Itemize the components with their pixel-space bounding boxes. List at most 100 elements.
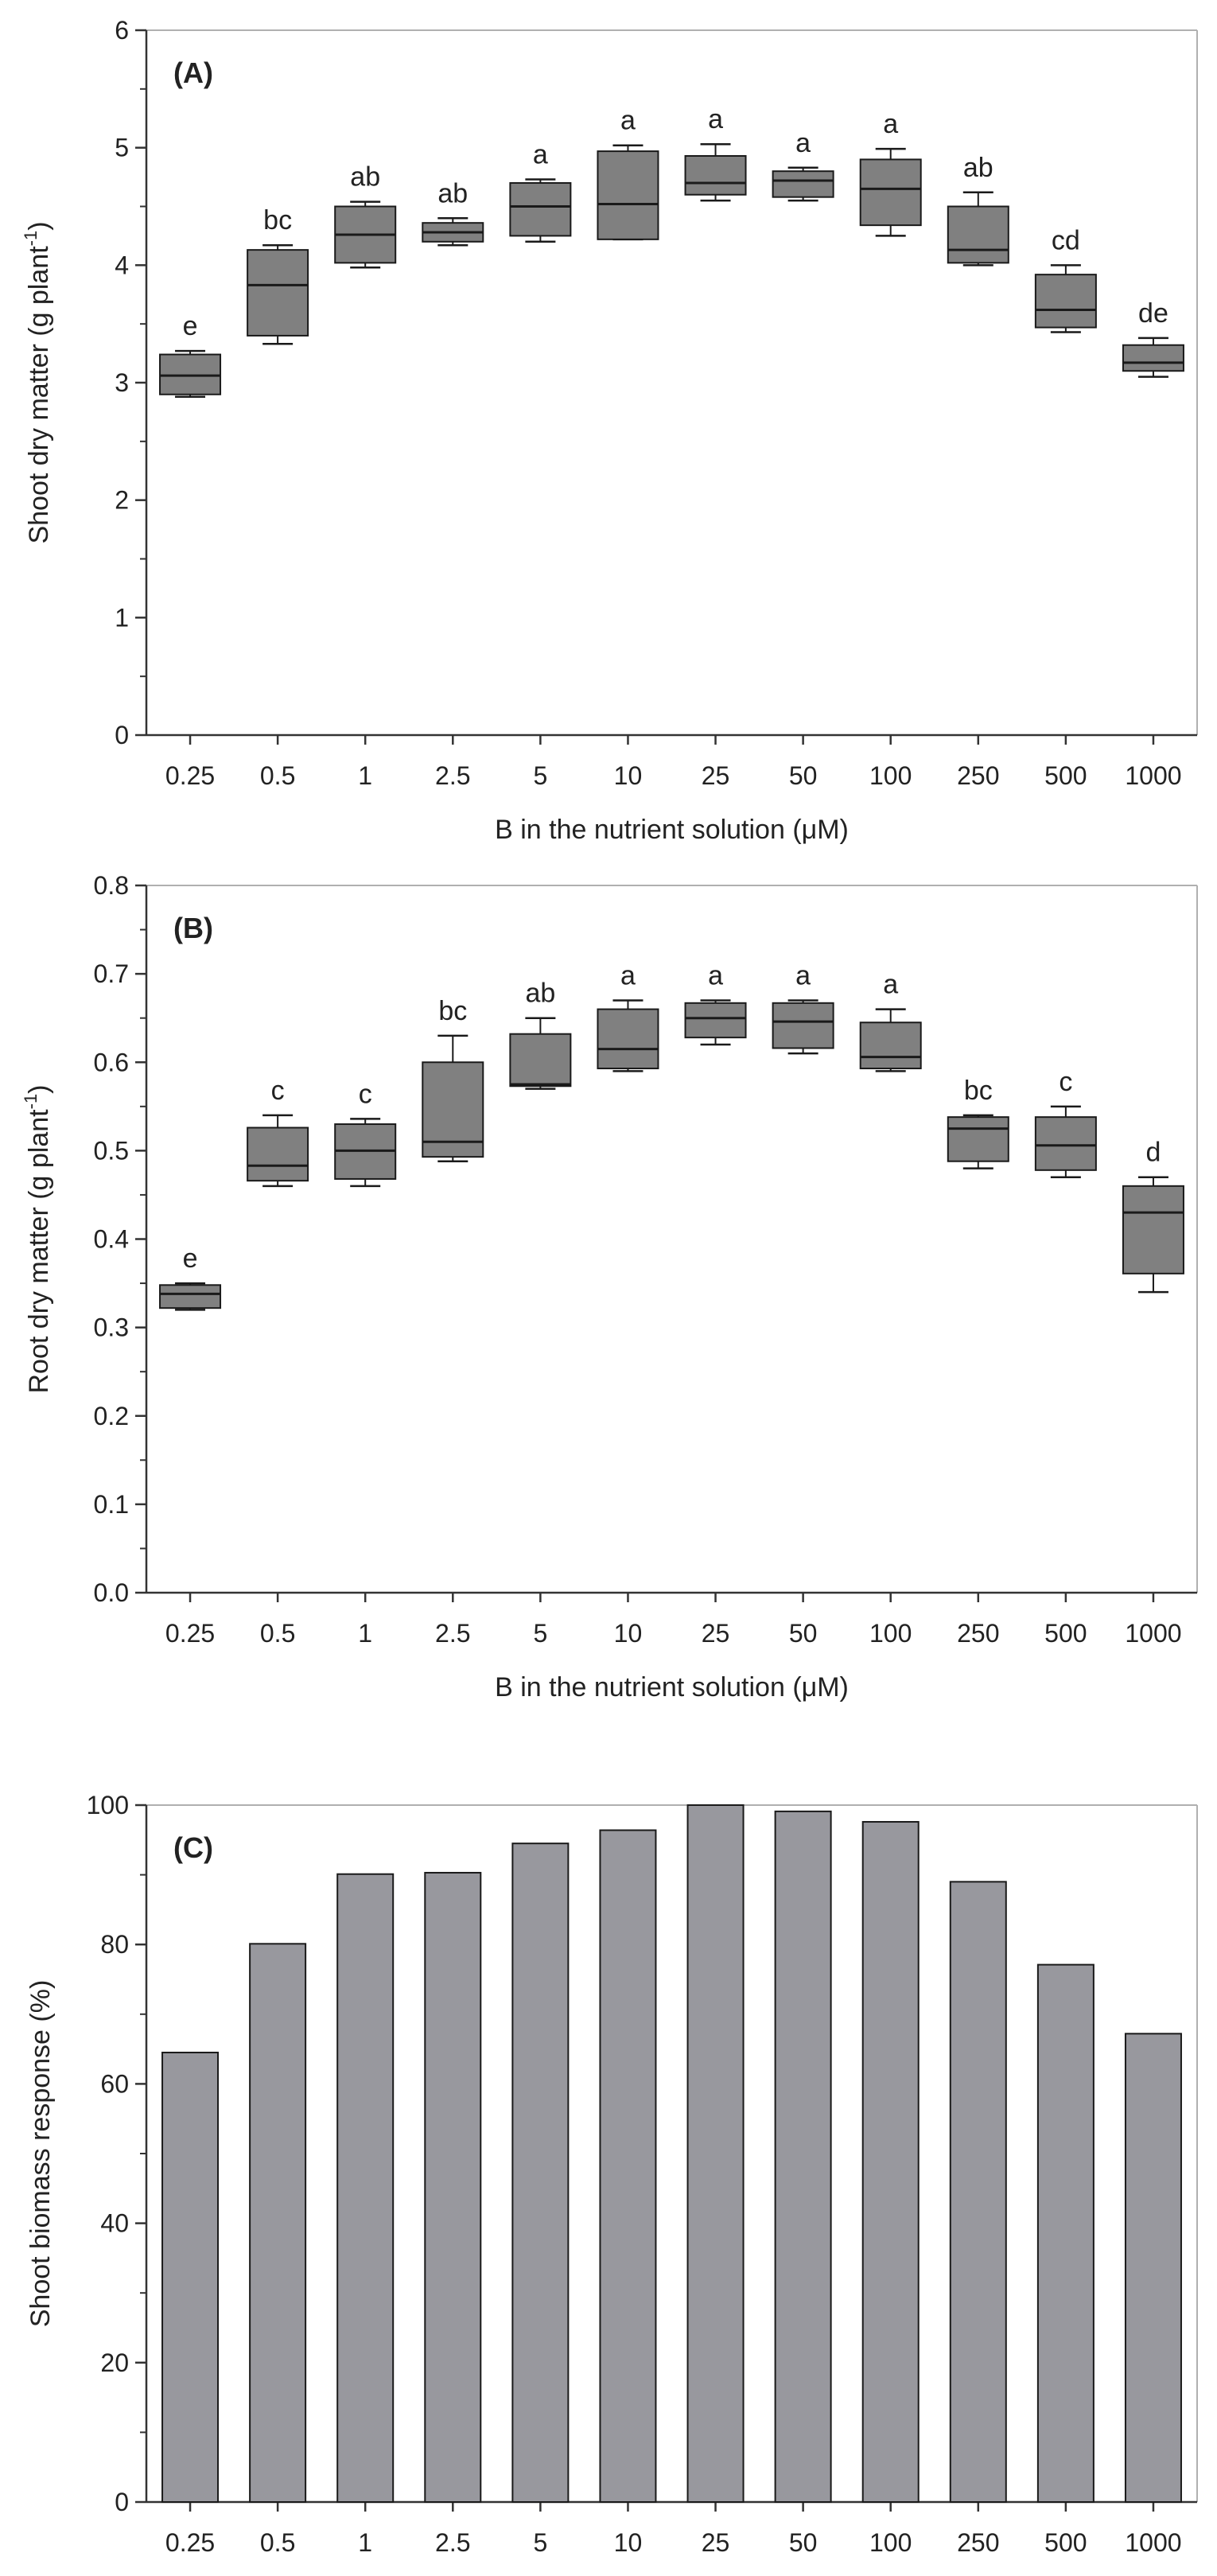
chart-panel-1: 0 1 2 3 4 5 6 0.25 0.5 1 2.5 5 10 25 50 100 250 500 1000 B … — [21, 16, 1198, 845]
significance-letter: de — [1138, 298, 1168, 329]
x-tick-label: 5 — [533, 761, 547, 790]
y-axis-label-text: Shoot biomass response (%) — [25, 1980, 56, 2328]
chart-panel-3: 0 20 40 60 80 100 0.25 0.5 1 2.5 5 10 25 50 100 250 500 1… — [25, 1791, 1198, 2557]
y-axis-label-superscript: -1 — [21, 231, 41, 247]
box-50: a — [772, 960, 834, 1055]
x-tick-label: 0.5 — [260, 1619, 295, 1648]
x-tick-label: 1 — [358, 1619, 372, 1648]
bar-0.5 — [249, 1943, 307, 2503]
box-250: ab — [947, 153, 1009, 267]
box-iqr — [247, 1127, 309, 1182]
box-100: a — [859, 109, 922, 237]
significance-letter: ab — [963, 153, 993, 183]
box-500: cd — [1034, 225, 1097, 333]
y-tick-label: 100 — [87, 1791, 129, 1819]
x-tick-label: 2.5 — [435, 1619, 470, 1648]
bar-5 — [511, 1843, 570, 2503]
x-tick-label: 500 — [1044, 1619, 1087, 1648]
x-tick-label: 2.5 — [435, 2528, 470, 2557]
significance-letter: e — [183, 1243, 198, 1274]
x-tick-label: 0.5 — [260, 761, 295, 790]
x-tick-label: 1 — [358, 761, 372, 790]
box-iqr — [1122, 1185, 1184, 1274]
significance-letter: a — [620, 960, 636, 990]
x-tick-label: 0.5 — [260, 2528, 295, 2557]
significance-letter: a — [795, 128, 811, 158]
y-tick-label: 0.6 — [94, 1048, 129, 1076]
significance-letter: c — [1059, 1067, 1072, 1097]
box-iqr — [859, 1021, 922, 1070]
significance-letter: bc — [438, 996, 467, 1026]
box-iqr — [159, 1284, 222, 1309]
x-tick-label: 25 — [702, 761, 730, 790]
significance-letter: a — [883, 109, 898, 139]
y-tick-label: 0.8 — [94, 871, 129, 900]
y-tick-label: 0.5 — [94, 1136, 129, 1165]
x-tick-label: 100 — [869, 1619, 912, 1648]
significance-letter: ab — [437, 178, 468, 208]
box-10: a — [597, 960, 659, 1072]
significance-letter: c — [271, 1076, 285, 1106]
bar-0.25 — [161, 2051, 220, 2503]
box-iqr — [597, 1008, 659, 1070]
significance-letter: e — [183, 311, 198, 341]
y-axis-label-text: Shoot dry matter (g plant — [24, 246, 54, 544]
y-tick-label: 80 — [100, 1930, 129, 1959]
x-tick-label: 25 — [702, 1619, 730, 1648]
x-tick-label: 0.25 — [165, 1619, 215, 1648]
box-iqr — [247, 249, 309, 337]
x-tick-label: 1000 — [1125, 2528, 1181, 2557]
x-tick-label: 250 — [957, 761, 999, 790]
box-1000: d — [1122, 1138, 1184, 1294]
box-iqr — [509, 1033, 572, 1088]
x-tick-label: 100 — [869, 761, 912, 790]
box-iqr — [947, 1116, 1009, 1162]
x-tick-label: 0.25 — [165, 2528, 215, 2557]
x-tick-label: 500 — [1044, 761, 1087, 790]
y-tick-label: 4 — [115, 251, 129, 279]
bar-10 — [599, 1829, 657, 2503]
y-tick-label: 40 — [100, 2209, 129, 2238]
significance-letter: a — [708, 960, 723, 990]
y-axis-label-close: ) — [24, 221, 54, 230]
box-iqr — [684, 1002, 747, 1039]
y-tick-label: 0.3 — [94, 1313, 129, 1342]
box-iqr — [772, 170, 834, 198]
box-2.5: ab — [422, 178, 484, 247]
x-tick-label: 50 — [789, 761, 818, 790]
x-tick-label: 25 — [702, 2528, 730, 2557]
y-tick-label: 20 — [100, 2348, 129, 2377]
box-5: ab — [509, 979, 572, 1090]
box-iqr — [597, 150, 659, 240]
y-tick-label: 0 — [115, 721, 129, 749]
significance-letter: bc — [964, 1076, 993, 1106]
x-tick-label: 1000 — [1125, 761, 1181, 790]
bar-100 — [861, 1821, 920, 2503]
y-tick-label: 6 — [115, 16, 129, 45]
y-axis-label-text: Root dry matter (g plant — [24, 1109, 54, 1394]
x-tick-label: 10 — [614, 761, 643, 790]
box-250: bc — [947, 1076, 1009, 1169]
box-iqr — [684, 155, 747, 196]
y-tick-label: 0.2 — [94, 1402, 129, 1430]
box-500: c — [1034, 1067, 1097, 1178]
box-0.25: e — [159, 1243, 222, 1311]
significance-letter: a — [708, 104, 723, 134]
x-tick-label: 50 — [789, 1619, 818, 1648]
x-tick-label: 1 — [358, 2528, 372, 2557]
x-axis-label: B in the nutrient solution (μM) — [495, 1672, 849, 1702]
y-tick-label: 0.0 — [94, 1578, 129, 1607]
y-tick-label: 0 — [115, 2488, 129, 2516]
box-1000: de — [1122, 298, 1184, 378]
panel-label: (B) — [173, 912, 213, 944]
significance-letter: a — [533, 140, 548, 170]
y-tick-label: 60 — [100, 2069, 129, 2098]
y-tick-label: 5 — [115, 134, 129, 162]
x-tick-label: 100 — [869, 2528, 912, 2557]
x-tick-label: 250 — [957, 2528, 999, 2557]
significance-letter: c — [359, 1079, 372, 1109]
box-iqr — [772, 1002, 834, 1049]
significance-letter: a — [620, 106, 636, 136]
significance-letter: bc — [263, 205, 292, 235]
